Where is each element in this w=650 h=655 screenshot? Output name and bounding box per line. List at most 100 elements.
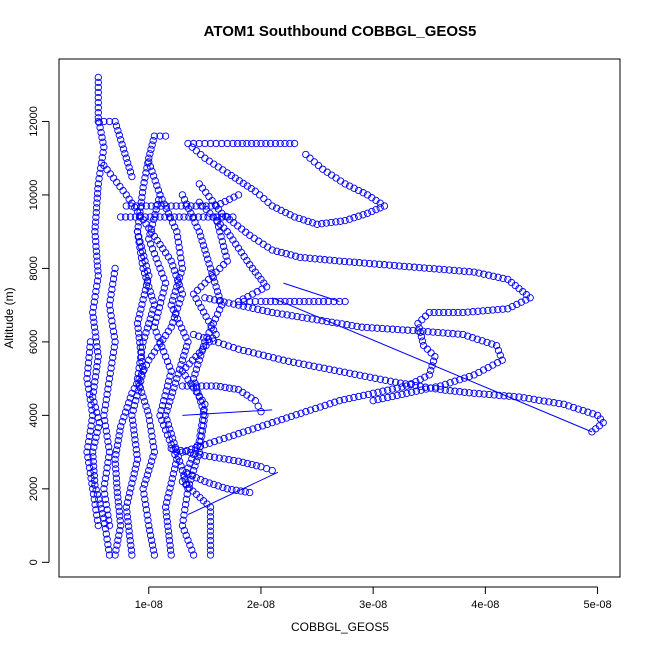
data-point xyxy=(212,382,220,390)
data-point xyxy=(164,522,172,530)
data-point xyxy=(177,295,185,303)
data-point xyxy=(168,218,177,227)
data-point xyxy=(421,373,429,381)
data-point xyxy=(93,343,101,351)
data-point xyxy=(198,432,206,440)
data-point xyxy=(493,359,502,367)
data-point xyxy=(83,448,91,456)
data-point xyxy=(90,323,99,331)
data-point xyxy=(110,343,118,351)
data-point xyxy=(98,154,106,162)
data-point xyxy=(90,298,98,306)
data-point xyxy=(101,479,109,488)
data-point xyxy=(318,220,326,228)
data-point xyxy=(84,443,92,451)
data-point xyxy=(429,328,437,336)
series-6 xyxy=(184,139,389,228)
data-point xyxy=(287,412,296,421)
data-point xyxy=(545,398,553,406)
data-point xyxy=(202,312,210,321)
data-point xyxy=(97,159,106,167)
data-point xyxy=(118,140,126,149)
data-point xyxy=(136,359,144,367)
data-point xyxy=(195,393,203,401)
data-point xyxy=(94,352,102,361)
data-point xyxy=(194,213,203,221)
data-point xyxy=(354,212,363,220)
data-point xyxy=(303,314,311,322)
data-point xyxy=(225,195,234,203)
data-point xyxy=(112,465,120,473)
data-point xyxy=(147,292,156,300)
data-point xyxy=(116,512,124,520)
data-point xyxy=(156,264,164,273)
y-axis: 0 2000 4000 6000 8000 10000 12000 xyxy=(28,106,50,565)
data-point xyxy=(104,437,112,446)
data-point xyxy=(418,337,427,345)
data-point xyxy=(335,297,344,306)
data-point xyxy=(196,443,204,451)
data-point xyxy=(429,357,438,365)
data-point xyxy=(177,446,185,455)
data-point xyxy=(211,278,219,286)
data-point xyxy=(257,297,265,306)
data-point xyxy=(156,411,164,420)
data-point xyxy=(177,202,185,210)
data-point xyxy=(288,312,296,320)
data-point xyxy=(182,333,190,341)
data-point xyxy=(133,455,142,464)
x-tick-label: 5e-08 xyxy=(583,599,611,611)
data-point xyxy=(195,356,203,364)
data-point xyxy=(273,417,281,425)
data-point xyxy=(84,380,92,388)
data-point xyxy=(381,376,390,384)
data-point xyxy=(205,329,213,337)
data-point xyxy=(214,213,222,221)
data-point xyxy=(114,498,122,506)
x-tick-label: 1e-08 xyxy=(135,599,163,611)
data-point xyxy=(181,506,189,514)
data-point xyxy=(306,254,314,262)
data-point xyxy=(109,353,117,362)
data-point xyxy=(138,259,146,267)
data-point xyxy=(197,352,205,360)
data-point xyxy=(465,268,473,276)
data-point xyxy=(508,302,516,311)
data-point xyxy=(269,354,278,362)
data-point xyxy=(428,362,436,370)
data-point xyxy=(222,252,230,260)
data-point xyxy=(276,139,284,148)
data-point xyxy=(473,335,481,343)
data-point xyxy=(104,511,112,519)
data-point xyxy=(140,397,149,406)
data-point xyxy=(114,436,122,445)
data-point xyxy=(184,485,192,493)
data-point xyxy=(93,511,101,519)
data-point xyxy=(137,254,146,262)
data-point xyxy=(197,202,205,210)
data-point xyxy=(152,328,160,336)
data-point xyxy=(234,301,243,309)
data-point xyxy=(468,334,477,342)
data-point xyxy=(115,531,123,540)
data-point xyxy=(124,159,132,167)
series-10 xyxy=(189,330,607,436)
data-point xyxy=(132,445,140,454)
data-point xyxy=(105,448,114,456)
data-point xyxy=(127,484,135,492)
data-point xyxy=(230,300,238,308)
data-point xyxy=(173,233,182,241)
data-point xyxy=(122,202,130,210)
data-point xyxy=(263,420,272,428)
data-point xyxy=(569,403,578,412)
data-point xyxy=(292,411,300,419)
data-point xyxy=(210,480,218,489)
data-point xyxy=(588,428,596,436)
data-point xyxy=(234,457,243,465)
data-point xyxy=(99,138,107,146)
data-point xyxy=(152,254,160,263)
data-point xyxy=(159,289,167,297)
data-point xyxy=(101,422,110,430)
data-point xyxy=(277,206,285,215)
